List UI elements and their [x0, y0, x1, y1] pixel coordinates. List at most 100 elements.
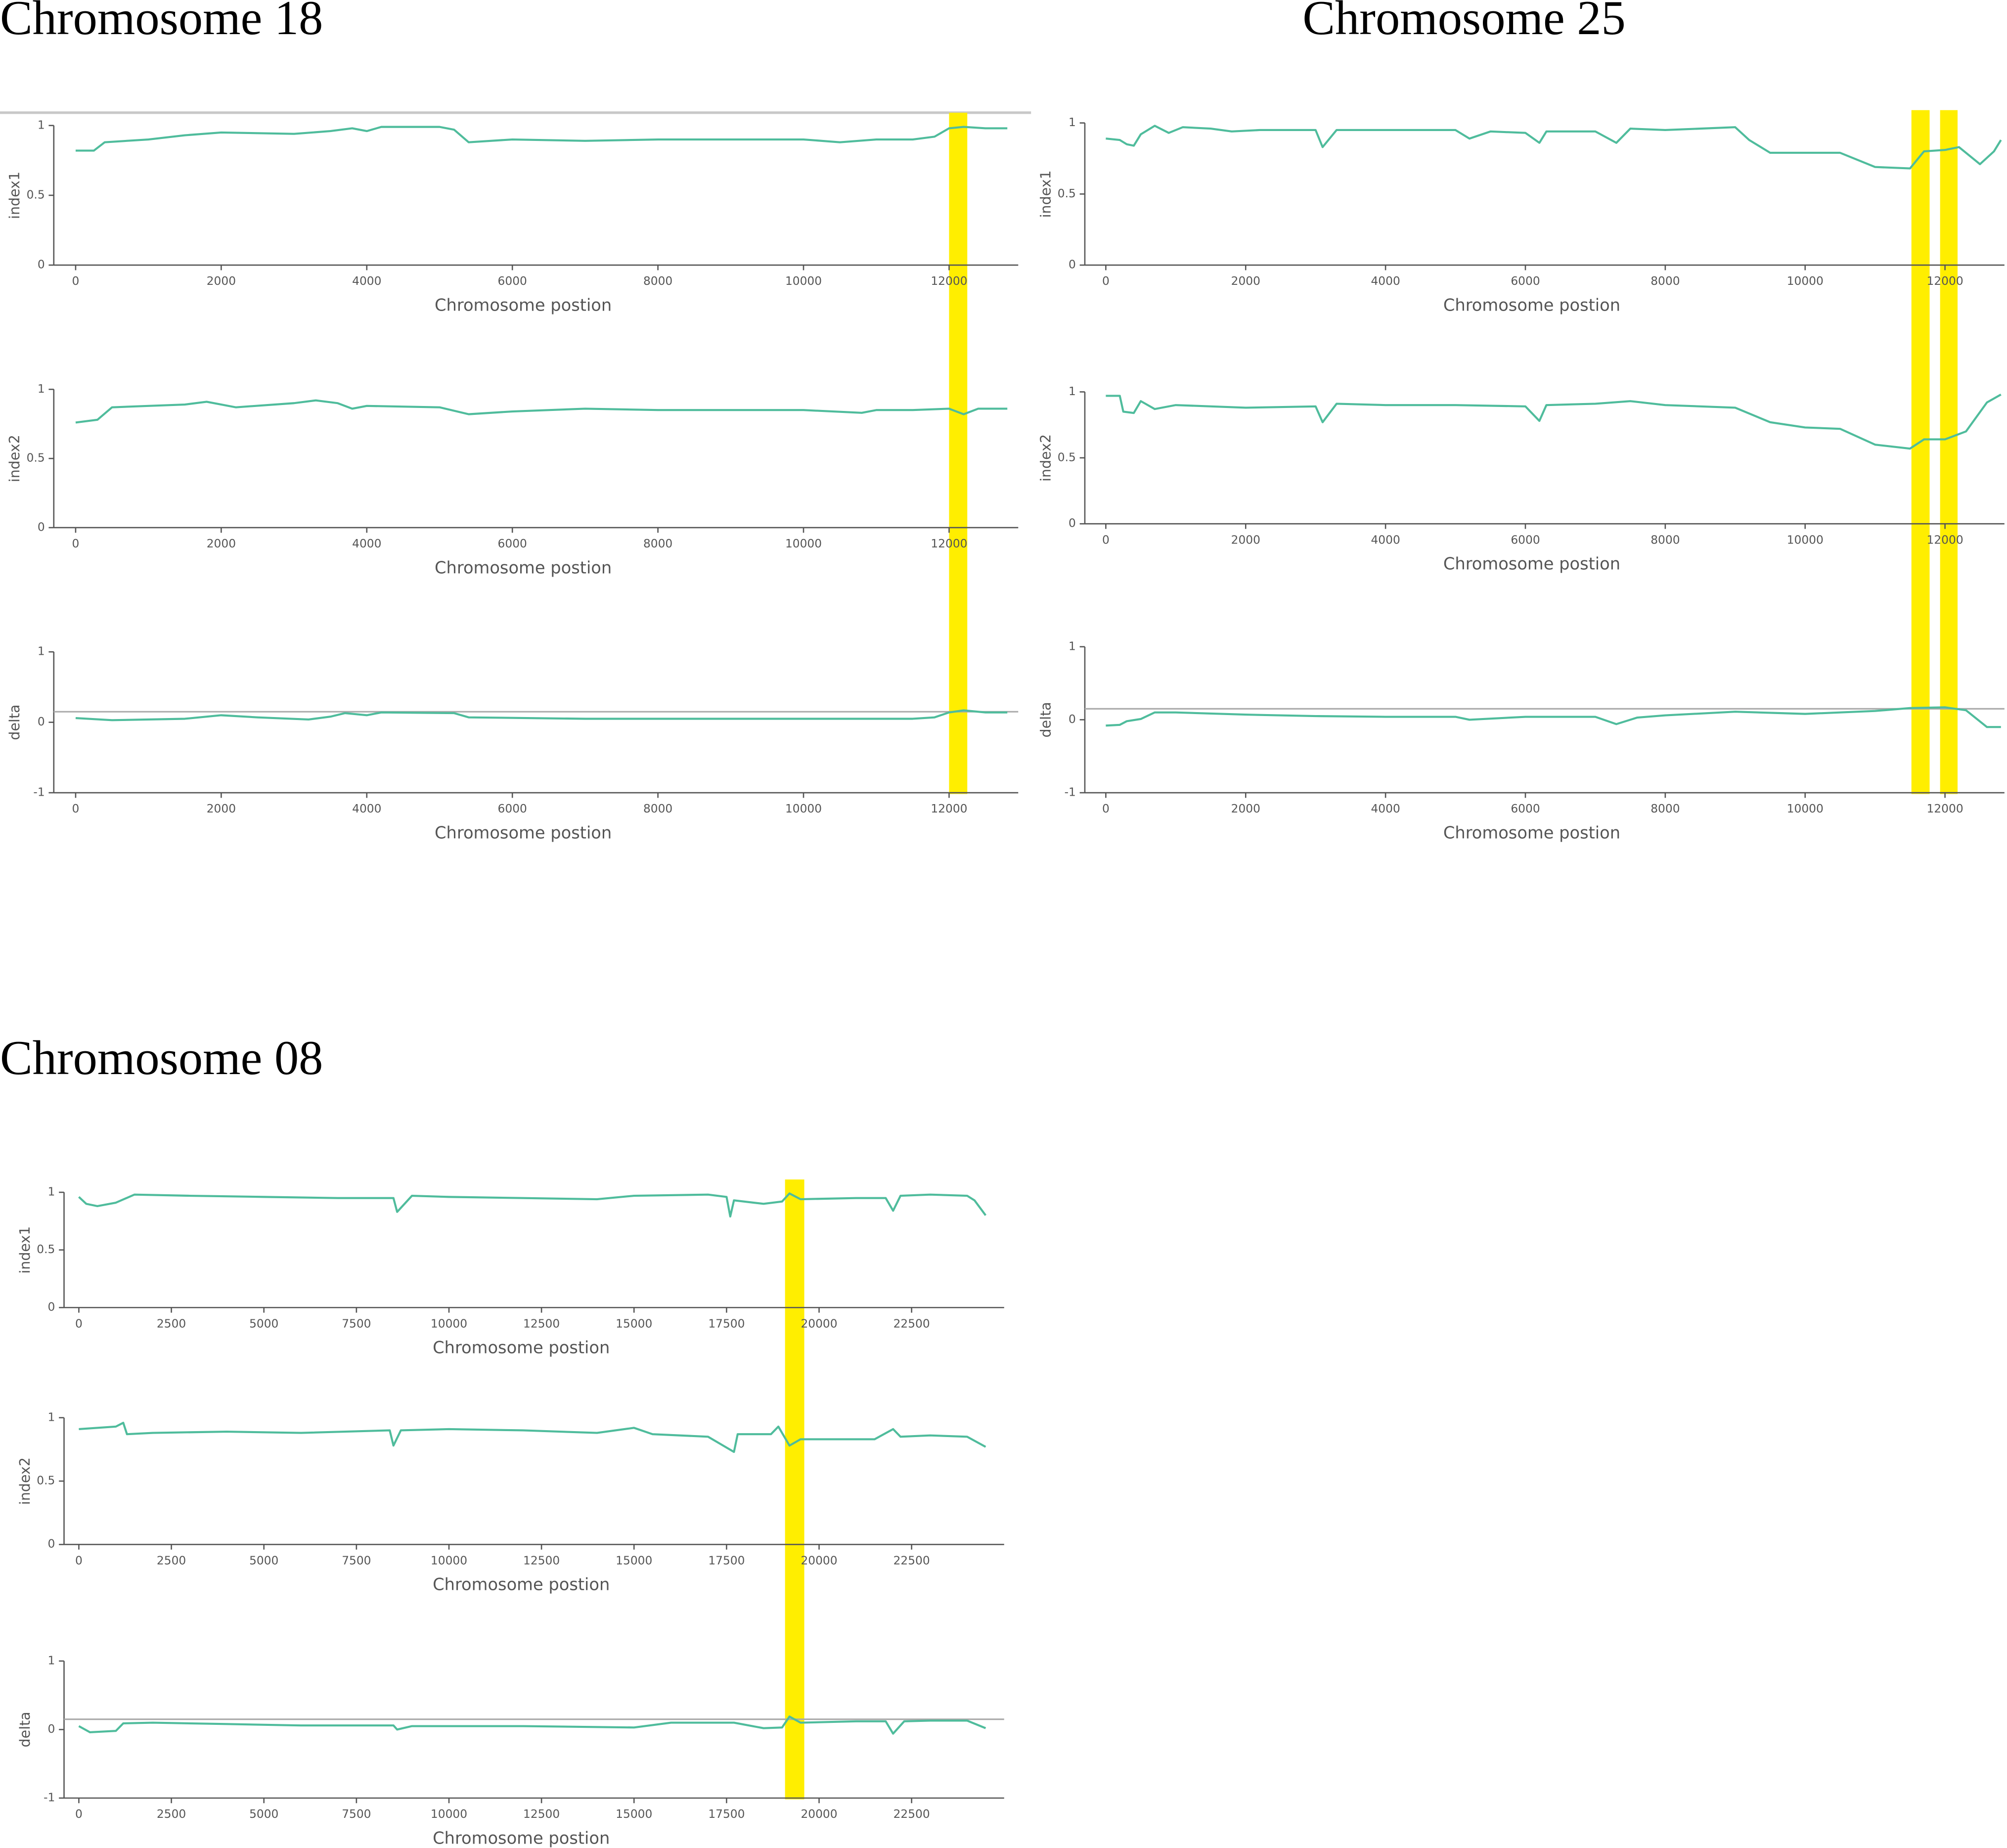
x-tick-label: 6000: [1511, 533, 1540, 546]
x-tick-label: 4000: [352, 537, 381, 550]
y-tick-label: 0.5: [37, 1243, 55, 1256]
x-tick-label: 10000: [431, 1807, 467, 1821]
highlight-band: [785, 1179, 804, 1800]
x-tick-label: 7500: [342, 1554, 371, 1567]
y-tick-label: 0: [38, 715, 45, 728]
y-tick-label: -1: [1065, 786, 1076, 799]
x-tick-label: 22500: [893, 1807, 930, 1821]
data-line: [75, 709, 1008, 721]
y-tick-label: 1: [1069, 116, 1076, 129]
y-tick-label: -1: [33, 786, 45, 799]
x-tick-label: 6000: [498, 274, 527, 288]
y-tick-label: 1: [38, 382, 45, 396]
x-tick-label: 6000: [1511, 802, 1540, 815]
x-axis-label: Chromosome postion: [1443, 823, 1620, 842]
x-tick-label: 8000: [1650, 802, 1680, 815]
data-line: [78, 1192, 987, 1218]
y-tick-label: 0: [48, 1537, 55, 1551]
y-axis-label: index2: [17, 1457, 33, 1505]
x-tick-label: 0: [75, 1317, 83, 1330]
x-tick-label: 0: [1102, 802, 1110, 815]
y-axis-label: delta: [6, 705, 23, 740]
y-tick-label: 0: [48, 1722, 55, 1736]
x-tick-label: 6000: [498, 802, 527, 815]
y-axis-label: delta: [17, 1712, 33, 1747]
x-tick-label: 8000: [643, 537, 672, 550]
x-tick-label: 5000: [249, 1807, 278, 1821]
x-tick-label: 10000: [431, 1317, 467, 1330]
x-tick-label: 2500: [157, 1807, 186, 1821]
x-tick-label: 4000: [1371, 802, 1400, 815]
x-tick-label: 0: [75, 1807, 83, 1821]
y-tick-label: 0.5: [37, 1474, 55, 1487]
group-title: Chromosome 08: [0, 1031, 323, 1085]
x-tick-label: 8000: [1650, 533, 1680, 546]
group-title: Chromosome 25: [1302, 0, 1625, 45]
x-tick-label: 10000: [1787, 533, 1824, 546]
x-tick-label: 4000: [352, 274, 381, 288]
x-tick-label: 2000: [1231, 274, 1260, 288]
highlight-band: [1911, 110, 1930, 794]
data-line: [1106, 125, 2002, 170]
y-tick-label: 0: [1069, 517, 1076, 530]
x-tick-label: 7500: [342, 1317, 371, 1330]
x-tick-label: 0: [75, 1554, 83, 1567]
data-line: [1106, 393, 2002, 450]
x-tick-label: 10000: [785, 537, 822, 550]
x-tick-label: 10000: [1787, 802, 1824, 815]
x-tick-label: 8000: [643, 802, 672, 815]
x-tick-label: 20000: [801, 1554, 837, 1567]
x-tick-label: 0: [72, 274, 80, 288]
x-axis-label: Chromosome postion: [1443, 554, 1620, 574]
x-tick-label: 0: [1102, 533, 1110, 546]
x-tick-label: 20000: [801, 1317, 837, 1330]
x-axis-label: Chromosome postion: [435, 558, 612, 577]
x-tick-label: 10000: [785, 802, 822, 815]
y-axis-label: delta: [1037, 702, 1054, 737]
y-tick-label: 1: [48, 1654, 55, 1667]
y-tick-label: 0.5: [1058, 187, 1076, 200]
x-tick-label: 5000: [249, 1317, 278, 1330]
x-tick-label: 2000: [207, 537, 236, 550]
y-tick-label: 1: [38, 118, 45, 132]
x-tick-label: 0: [72, 802, 80, 815]
x-tick-label: 10000: [785, 274, 822, 288]
x-tick-label: 12500: [523, 1554, 560, 1567]
x-axis-label: Chromosome postion: [435, 823, 612, 842]
x-tick-label: 17500: [708, 1807, 745, 1821]
y-tick-label: 1: [48, 1185, 55, 1199]
x-tick-label: 2000: [1231, 533, 1260, 546]
y-axis-label: index2: [6, 435, 23, 482]
x-tick-label: 22500: [893, 1317, 930, 1330]
data-line: [75, 126, 1008, 152]
group-title: Chromosome 18: [0, 0, 323, 45]
y-axis-label: index1: [6, 172, 23, 219]
x-tick-label: 4000: [352, 802, 381, 815]
y-axis-label: index1: [1037, 170, 1054, 218]
x-axis-label: Chromosome postion: [435, 295, 612, 315]
x-tick-label: 7500: [342, 1807, 371, 1821]
x-tick-label: 8000: [1650, 274, 1680, 288]
y-tick-label: 1: [48, 1410, 55, 1424]
x-tick-label: 2000: [207, 274, 236, 288]
data-line: [75, 399, 1008, 424]
x-tick-label: 15000: [616, 1807, 652, 1821]
x-tick-label: 0: [72, 537, 80, 550]
y-tick-label: 1: [38, 645, 45, 658]
x-tick-label: 5000: [249, 1554, 278, 1567]
y-tick-label: 0: [48, 1301, 55, 1314]
y-tick-label: 0.5: [27, 451, 45, 465]
y-tick-label: 0: [1069, 258, 1076, 271]
x-tick-label: 12500: [523, 1807, 560, 1821]
x-tick-label: 4000: [1371, 274, 1400, 288]
x-tick-label: 0: [1102, 274, 1110, 288]
y-tick-label: 1: [1069, 385, 1076, 398]
x-tick-label: 17500: [708, 1554, 745, 1567]
x-tick-label: 12000: [1927, 533, 1963, 546]
y-axis-label: index2: [1037, 434, 1054, 482]
x-tick-label: 6000: [498, 537, 527, 550]
x-tick-label: 12000: [931, 537, 967, 550]
x-tick-label: 22500: [893, 1554, 930, 1567]
